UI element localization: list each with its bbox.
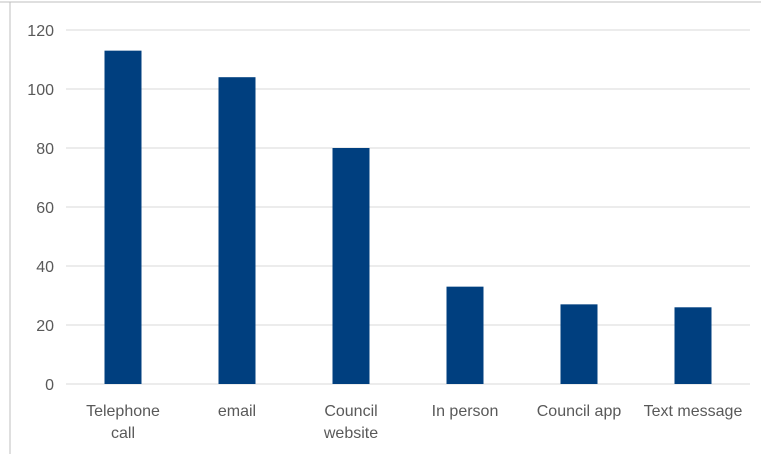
bar (332, 148, 370, 384)
x-category-label-line: Text message (644, 403, 743, 420)
y-tick-label: 80 (36, 141, 54, 158)
x-category-label: Telephone call (86, 403, 160, 442)
x-category-label-line: Council app (537, 403, 622, 420)
x-category-label: In person (432, 403, 499, 420)
y-tick-label: 60 (36, 200, 54, 217)
bar (674, 307, 712, 384)
x-category-label-line: In person (432, 403, 499, 420)
bar (560, 304, 598, 384)
x-category-label-line: Council (324, 403, 377, 420)
y-tick-label: 120 (27, 23, 54, 40)
y-tick-label: 40 (36, 259, 54, 276)
x-axis-category-labels: Telephone call email Council website In perso… (86, 403, 742, 442)
x-category-label: Council app (537, 403, 622, 420)
bar (218, 77, 256, 384)
gridlines (66, 29, 750, 385)
x-category-label-line: website (323, 425, 378, 442)
x-category-label-line: Telephone (86, 403, 160, 420)
x-category-label-line: email (218, 403, 256, 420)
x-category-label: Council website (323, 403, 378, 442)
x-category-label-line: call (111, 425, 135, 442)
y-axis-tick-labels: 0 20 40 60 80 100 120 (27, 23, 54, 394)
y-tick-label: 20 (36, 318, 54, 335)
y-tick-label: 100 (27, 82, 54, 99)
x-category-label: email (218, 403, 256, 420)
bars (104, 50, 712, 385)
x-category-label: Text message (644, 403, 743, 420)
y-tick-label: 0 (45, 377, 54, 394)
bar (446, 286, 484, 384)
bar (104, 50, 142, 385)
